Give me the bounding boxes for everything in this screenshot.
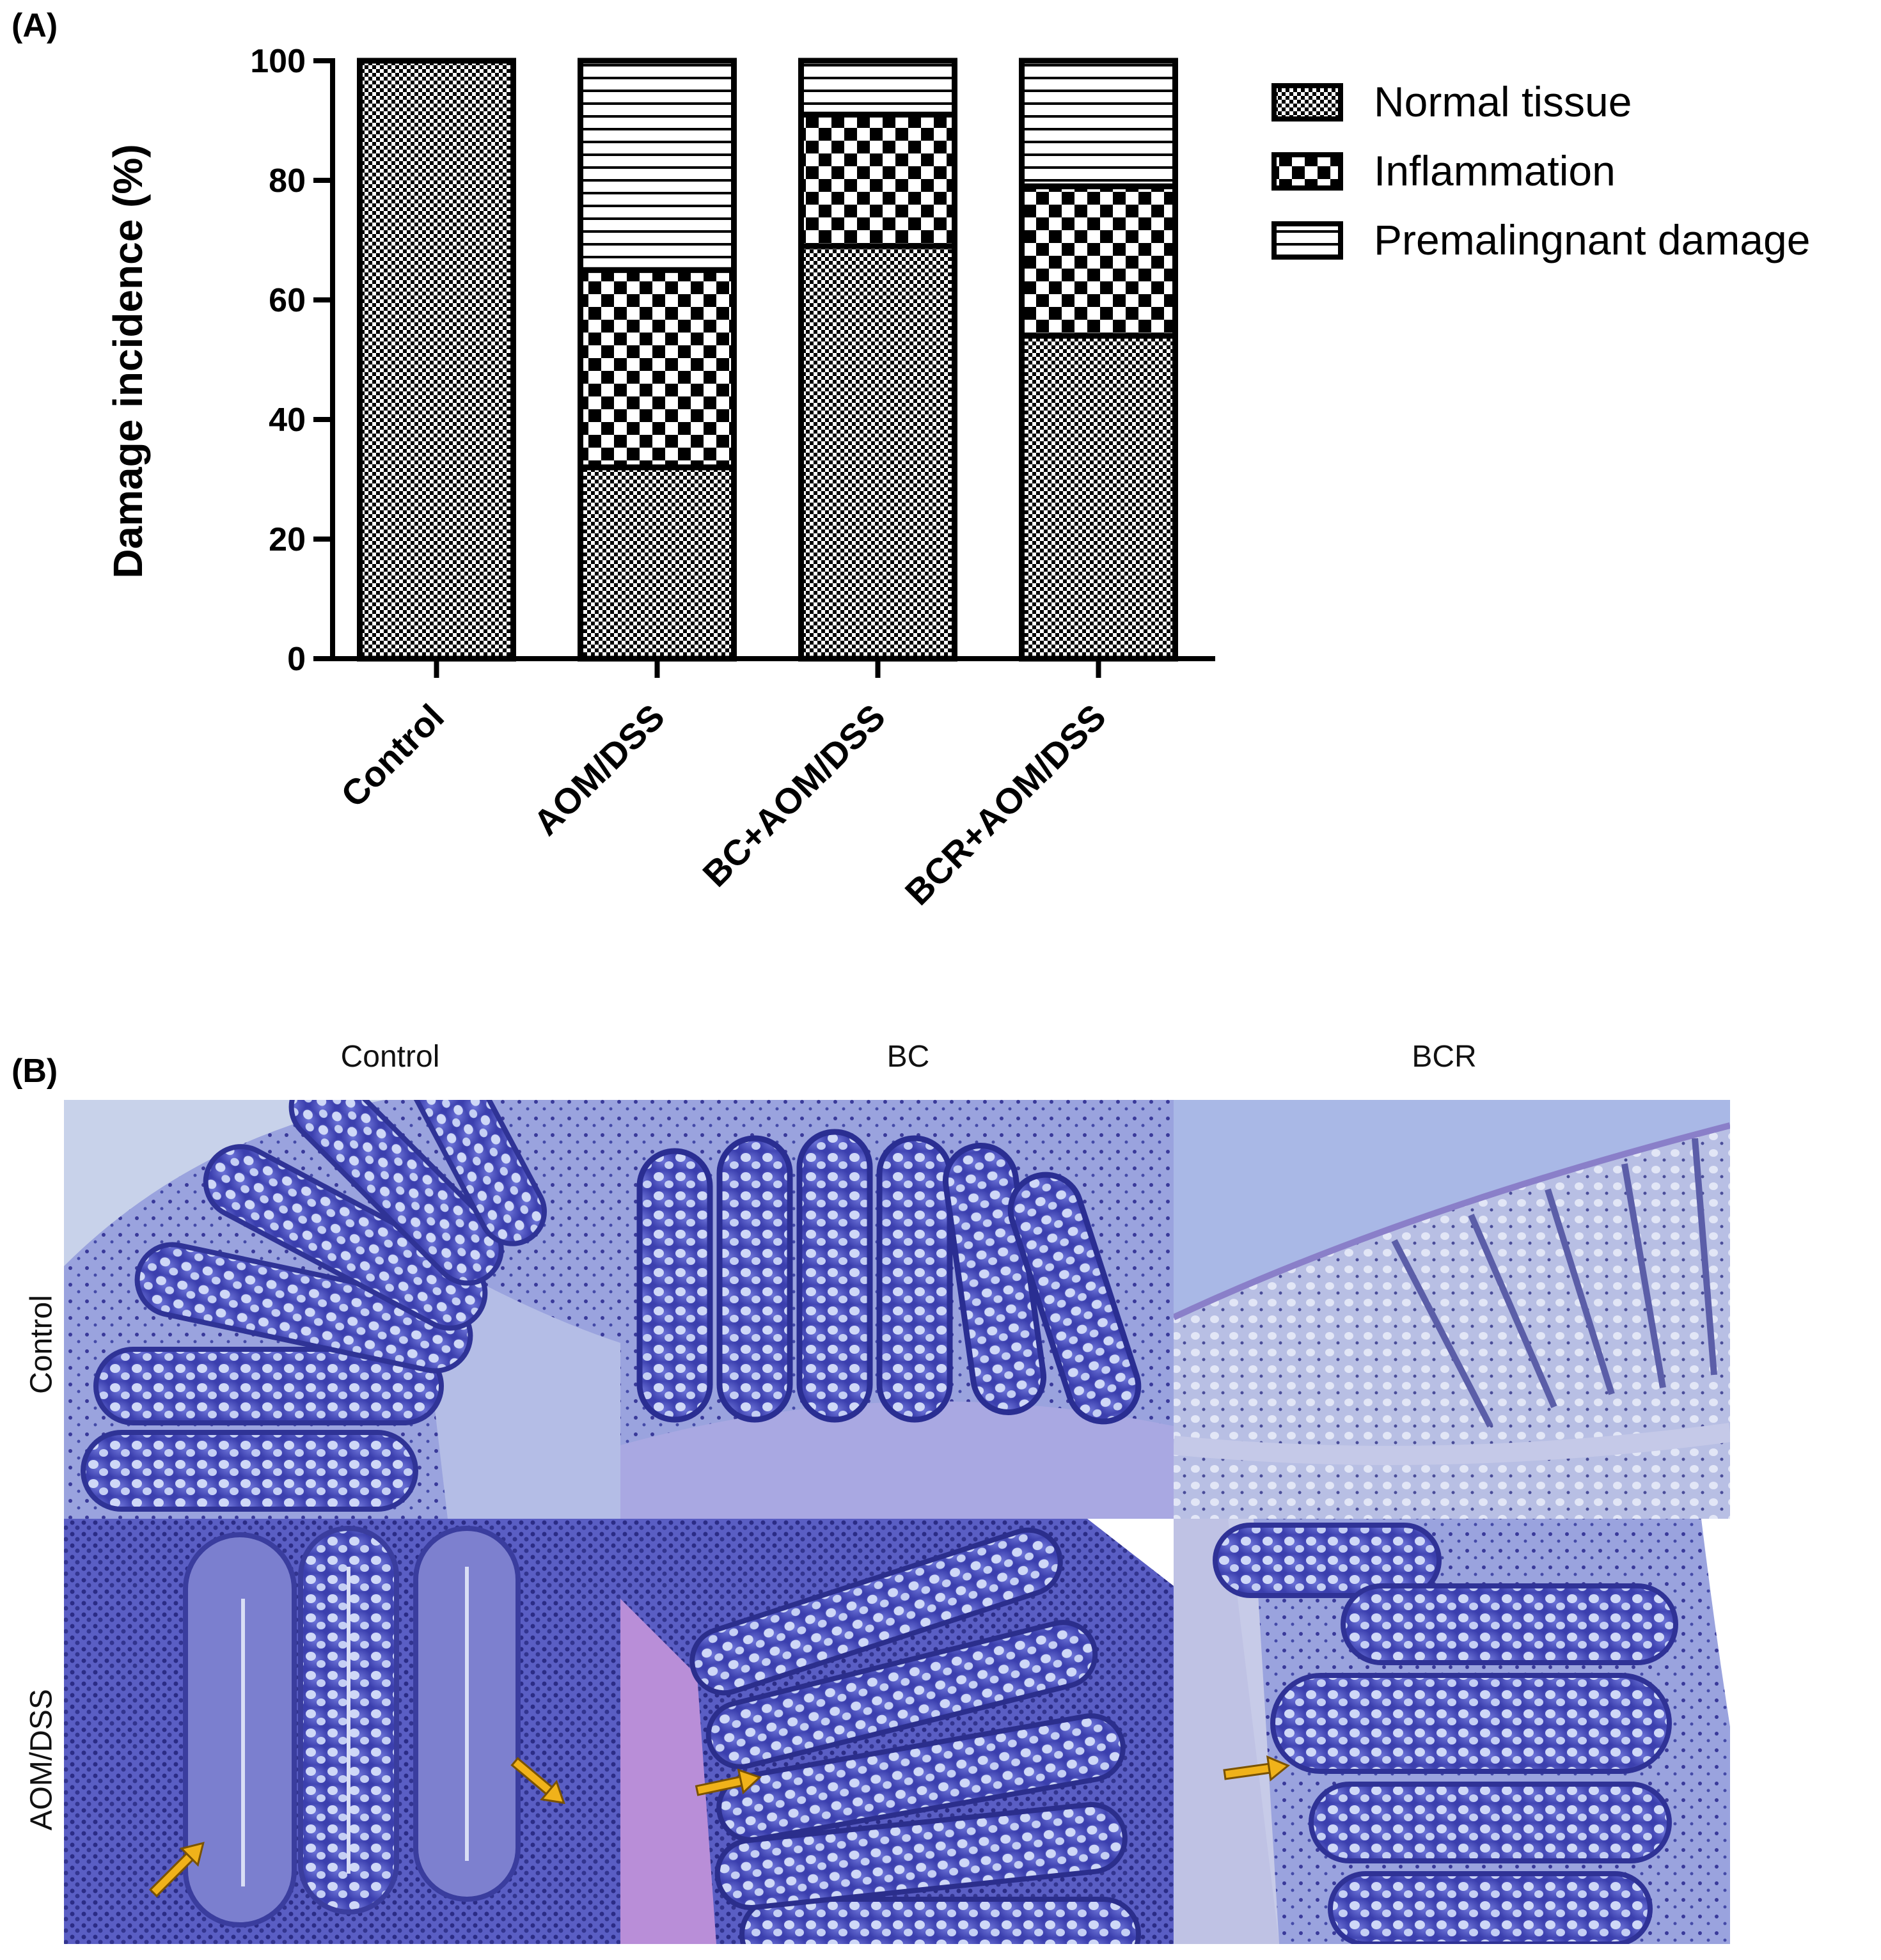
- arrow-markers: [148, 1755, 1290, 1898]
- legend-label: Normal tissue: [1374, 78, 1632, 125]
- stacked-bar-chart: 0 20 40 60 80 100 Damage incidence (%) Control A…: [105, 43, 1810, 913]
- column-label-bcr: BCR: [1412, 1040, 1477, 1074]
- bar-segment-2: [798, 58, 957, 118]
- x-tick-label: BCR+AOM/DSS: [897, 696, 1114, 913]
- arrow-icon: [148, 1842, 205, 1898]
- histology-control-bcr: [1174, 1100, 1730, 1519]
- bar-segment-0: [798, 243, 957, 662]
- y-tick-label: 80: [269, 162, 306, 200]
- y-axis-label: Damage incidence (%): [105, 144, 151, 578]
- legend-swatch: [1271, 83, 1343, 122]
- x-tick-label: Control: [333, 696, 452, 815]
- panel-a-label: (A): [12, 7, 58, 44]
- y-tick-label: 0: [287, 641, 306, 678]
- bar-segment-1: [1019, 183, 1178, 339]
- legend-label: Premalingnant damage: [1374, 216, 1810, 263]
- histology-aomdss-control: [64, 1519, 620, 1944]
- legend-swatch: [1271, 152, 1343, 191]
- legend-label: Inflammation: [1374, 147, 1616, 194]
- bar-segment-0: [1019, 333, 1178, 662]
- chart-bars: [357, 58, 1178, 662]
- row-label-control: Control: [24, 1295, 59, 1394]
- panel-b-label: (B): [12, 1053, 58, 1090]
- y-tick-label: 100: [250, 43, 306, 80]
- arrow-icon: [510, 1757, 565, 1805]
- row-label-aom-dss: AOM/DSS: [24, 1689, 59, 1831]
- y-tick-label: 40: [269, 402, 306, 439]
- bar-segment-1: [798, 111, 957, 249]
- column-label-control: Control: [340, 1040, 440, 1074]
- x-tick-label: BC+AOM/DSS: [695, 696, 893, 895]
- chart-legend: Normal tissue Inflammation Premalingnant d…: [1271, 78, 1810, 263]
- column-label-bc: BC: [886, 1040, 930, 1074]
- bar-segment-0: [357, 58, 516, 662]
- y-tick-label: 20: [269, 521, 306, 558]
- histology-aomdss-bc: [620, 1519, 1174, 1944]
- legend-swatch: [1271, 221, 1343, 260]
- bar-segment-1: [578, 267, 737, 471]
- arrow-icon: [1223, 1755, 1290, 1782]
- bar-segment-0: [578, 464, 737, 662]
- histology-control-control: [64, 1100, 620, 1519]
- x-tick-label: AOM/DSS: [526, 696, 672, 843]
- histology-aomdss-bcr: [1174, 1519, 1730, 1944]
- y-tick-label: 60: [269, 282, 306, 319]
- histology-control-bc: [620, 1100, 1174, 1519]
- bar-segment-2: [1019, 58, 1178, 189]
- bar-segment-2: [578, 58, 737, 273]
- arrow-icon: [695, 1768, 762, 1796]
